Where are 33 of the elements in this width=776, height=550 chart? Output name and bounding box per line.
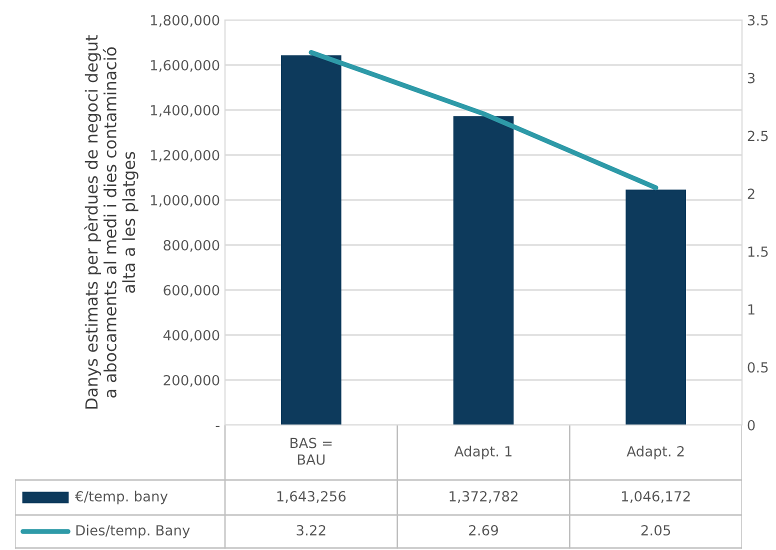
y2-tick-label: 3.5: [748, 14, 768, 26]
y2-tick-label: 0.5: [748, 362, 768, 373]
y2-tick-label: 0: [748, 420, 755, 430]
y-tick-label: 200,000: [164, 374, 220, 387]
y-tick-label: 600,000: [164, 284, 220, 297]
y2-tick-label: 1.5: [748, 246, 768, 257]
bar: [626, 190, 686, 425]
x-tick-label: BAS = BAU: [290, 438, 332, 465]
data-label: 3.22: [296, 525, 326, 536]
y-tick-label: 1,000,000: [150, 194, 220, 207]
data-label: 1,372,782: [450, 491, 518, 503]
y-tick-label: 1,600,000: [150, 60, 220, 72]
legend-label: Dies/temp. Bany: [76, 524, 190, 538]
y-tick-label: 1,800,000: [150, 14, 220, 27]
y-tick-label: 800,000: [164, 240, 220, 252]
x-tick-label: Adapt. 2: [626, 446, 684, 460]
legend-label: €/temp. bany: [75, 490, 168, 504]
bar: [453, 116, 514, 425]
data-label: 1,643,256: [277, 491, 346, 503]
y2-tick-label: 2: [748, 188, 754, 199]
y-tick-label: 400,000: [163, 330, 220, 342]
y-tick-label: -: [216, 426, 220, 428]
y-axis-title: Danys estimats per pèrdues de negoci degut a abocaments al medi i dies contaminació alta a les platges: [84, 35, 138, 409]
bar: [281, 55, 342, 425]
y-tick-label: 1,200,000: [150, 150, 220, 162]
data-label: 2.05: [641, 525, 670, 536]
y2-tick-label: 1: [748, 304, 754, 315]
x-tick-label: Adapt. 1: [454, 446, 512, 460]
y2-tick-label: 2.5: [748, 130, 768, 142]
y2-tick-label: 3: [748, 72, 755, 84]
data-label: 2.69: [469, 525, 498, 536]
data-label: 1,046,172: [622, 491, 690, 503]
y-tick-label: 1,400,000: [150, 104, 220, 117]
